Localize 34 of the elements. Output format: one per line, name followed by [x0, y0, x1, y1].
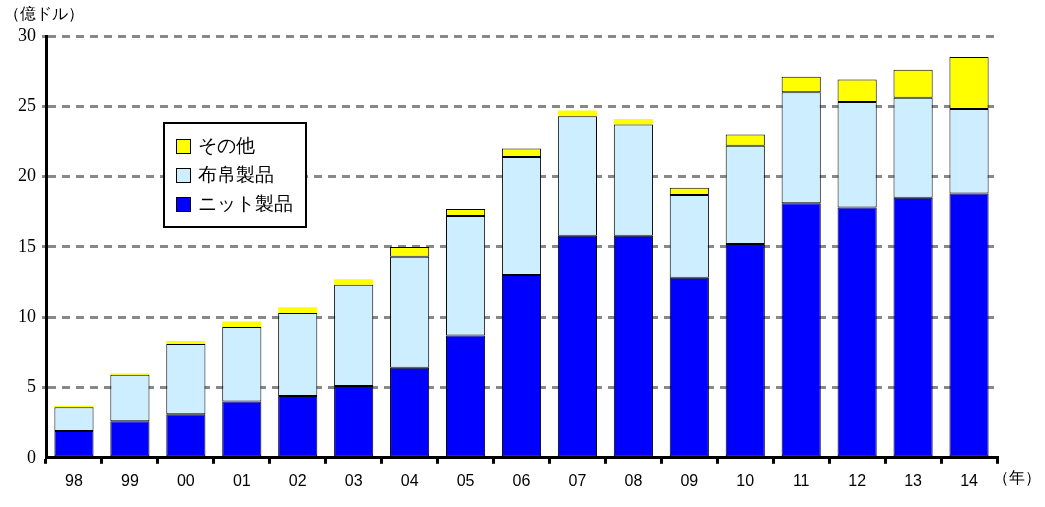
- x-tick-label: 10: [736, 471, 755, 489]
- x-tick-label: 02: [288, 471, 307, 489]
- x-tick-label: 99: [121, 471, 139, 489]
- legend-label: その他: [198, 134, 255, 158]
- bar: [222, 321, 262, 328]
- x-tick-label: 00: [176, 471, 195, 489]
- y-axis-title: （億ドル）: [4, 4, 84, 24]
- x-tick-label: 09: [680, 471, 699, 489]
- x-axis-title: （年）: [993, 468, 1041, 488]
- x-tick-label: 03: [344, 471, 363, 489]
- y-tick-label: 20: [18, 165, 36, 186]
- y-tick-label: 0: [27, 446, 36, 467]
- bar: [278, 307, 318, 313]
- y-tick-label: 15: [18, 235, 36, 256]
- x-tick-label: 04: [400, 471, 419, 489]
- bar: [613, 118, 653, 125]
- x-tick-label: 13: [904, 471, 923, 489]
- x-tick-label: 07: [568, 471, 587, 489]
- y-tick-label: 5: [27, 376, 36, 397]
- x-tick-label: 06: [512, 471, 531, 489]
- bar: [166, 341, 206, 344]
- x-tick-label: 12: [848, 471, 867, 489]
- x-tick-label: 98: [65, 471, 83, 489]
- y-tick-label: 25: [18, 95, 36, 116]
- y-tick-label: 10: [18, 305, 36, 326]
- x-tick-label: 14: [960, 471, 979, 489]
- x-tick-label: 11: [792, 471, 810, 489]
- x-tick-label: 05: [456, 471, 475, 489]
- legend-label: 布帛製品: [198, 163, 274, 187]
- legend-label: ニット製品: [198, 192, 293, 216]
- x-tick-label: 01: [232, 471, 251, 489]
- y-tick-label: 30: [18, 24, 36, 45]
- x-tick-label: 08: [624, 471, 643, 489]
- bar: [334, 279, 374, 285]
